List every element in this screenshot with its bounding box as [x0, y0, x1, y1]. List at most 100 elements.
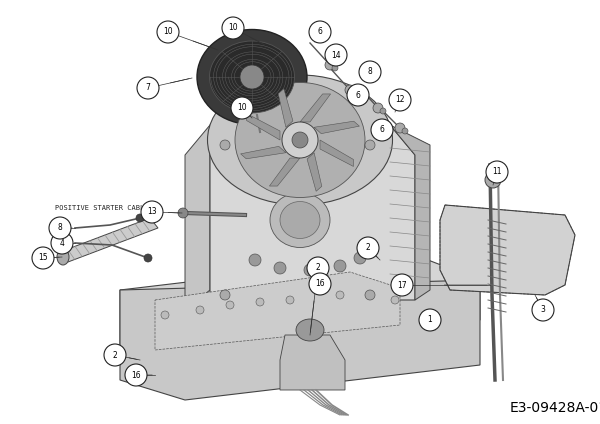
Ellipse shape — [197, 30, 307, 125]
Circle shape — [373, 103, 383, 113]
Circle shape — [196, 306, 204, 314]
Text: 10: 10 — [237, 103, 247, 112]
Circle shape — [365, 290, 375, 300]
Text: 2: 2 — [113, 351, 118, 360]
Text: 16: 16 — [131, 371, 141, 379]
Circle shape — [359, 61, 381, 83]
Ellipse shape — [280, 201, 320, 238]
Circle shape — [141, 201, 163, 223]
Circle shape — [325, 60, 335, 70]
Circle shape — [137, 77, 159, 99]
Circle shape — [178, 208, 188, 218]
Circle shape — [336, 291, 344, 299]
Circle shape — [365, 140, 375, 150]
Polygon shape — [307, 153, 322, 191]
Polygon shape — [440, 205, 575, 295]
Circle shape — [309, 21, 331, 43]
Circle shape — [49, 217, 71, 239]
Polygon shape — [60, 218, 158, 262]
Text: 11: 11 — [492, 167, 502, 176]
Circle shape — [391, 296, 399, 304]
Circle shape — [274, 262, 286, 274]
Text: 17: 17 — [397, 281, 407, 290]
Circle shape — [144, 254, 152, 262]
Circle shape — [366, 291, 374, 299]
Circle shape — [292, 132, 308, 148]
FancyBboxPatch shape — [463, 258, 522, 284]
Circle shape — [486, 161, 508, 183]
Text: 2: 2 — [316, 263, 320, 273]
Circle shape — [286, 296, 294, 304]
Circle shape — [226, 301, 234, 309]
Polygon shape — [314, 121, 359, 134]
Text: 15: 15 — [38, 254, 48, 262]
Text: 12: 12 — [395, 95, 405, 104]
Polygon shape — [185, 125, 210, 310]
Text: 8: 8 — [368, 67, 373, 76]
Circle shape — [222, 17, 244, 39]
Text: E3-09428A-01: E3-09428A-01 — [510, 401, 600, 415]
Text: 8: 8 — [58, 223, 62, 232]
Circle shape — [51, 232, 73, 254]
Text: 13: 13 — [147, 207, 157, 217]
Circle shape — [485, 172, 501, 188]
Text: 10: 10 — [228, 23, 238, 33]
Circle shape — [532, 299, 554, 321]
Polygon shape — [120, 280, 480, 400]
Circle shape — [371, 119, 393, 141]
Circle shape — [256, 298, 264, 306]
Polygon shape — [120, 255, 480, 355]
Circle shape — [347, 84, 369, 106]
Circle shape — [32, 247, 54, 269]
Text: 1: 1 — [428, 315, 433, 324]
Ellipse shape — [209, 41, 295, 113]
Polygon shape — [278, 89, 293, 127]
Polygon shape — [320, 140, 353, 167]
Text: 6: 6 — [380, 126, 385, 134]
Circle shape — [304, 264, 316, 276]
Text: 4: 4 — [59, 238, 64, 248]
Text: 6: 6 — [317, 28, 322, 36]
Ellipse shape — [235, 83, 365, 198]
Polygon shape — [269, 158, 300, 186]
Circle shape — [402, 128, 408, 134]
Text: 16: 16 — [315, 279, 325, 288]
Circle shape — [104, 344, 126, 366]
FancyBboxPatch shape — [463, 223, 532, 257]
Ellipse shape — [57, 249, 69, 265]
Ellipse shape — [296, 319, 324, 341]
Polygon shape — [390, 125, 430, 300]
Circle shape — [282, 122, 318, 158]
Polygon shape — [155, 272, 400, 350]
Circle shape — [380, 108, 386, 114]
Circle shape — [157, 21, 179, 43]
Circle shape — [125, 364, 147, 386]
Circle shape — [352, 90, 358, 96]
Ellipse shape — [270, 192, 330, 248]
Circle shape — [345, 85, 355, 95]
Circle shape — [220, 140, 230, 150]
Text: 3: 3 — [541, 306, 545, 315]
Polygon shape — [241, 146, 286, 159]
Circle shape — [391, 274, 413, 296]
Ellipse shape — [208, 75, 392, 205]
Circle shape — [395, 123, 405, 133]
Circle shape — [240, 65, 264, 89]
Circle shape — [136, 214, 144, 222]
Circle shape — [332, 65, 338, 71]
Text: 10: 10 — [163, 28, 173, 36]
Text: 6: 6 — [356, 90, 361, 100]
Text: 2: 2 — [365, 243, 370, 253]
Text: 7: 7 — [146, 84, 151, 92]
Polygon shape — [210, 125, 415, 300]
Circle shape — [220, 290, 230, 300]
Circle shape — [325, 44, 347, 66]
Circle shape — [357, 237, 379, 259]
Polygon shape — [280, 335, 345, 390]
Circle shape — [249, 254, 261, 266]
Polygon shape — [247, 114, 280, 140]
Circle shape — [354, 252, 366, 264]
Circle shape — [419, 309, 441, 331]
Text: 14: 14 — [331, 50, 341, 59]
Circle shape — [334, 260, 346, 272]
